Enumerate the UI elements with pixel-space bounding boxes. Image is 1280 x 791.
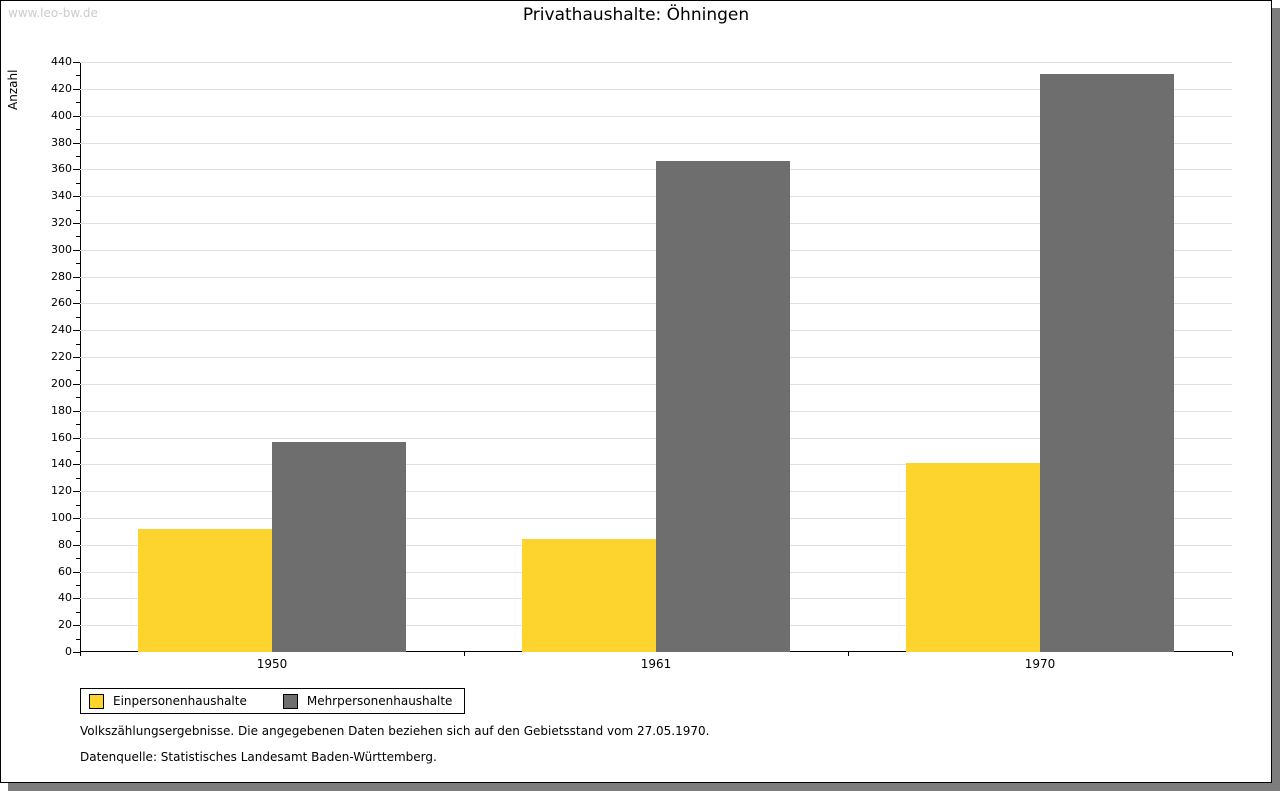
y-major-tick (73, 625, 80, 627)
x-boundary-tick (80, 652, 81, 656)
chart-title: Privathaushalte: Öhningen (522, 5, 750, 25)
y-tick-label: 40 (58, 591, 72, 605)
y-major-tick (73, 491, 80, 493)
y-major-tick (73, 517, 80, 519)
y-minor-tick (76, 290, 80, 291)
y-minor-tick (76, 585, 80, 586)
y-minor-tick (76, 209, 80, 211)
y-major-tick (73, 357, 80, 358)
y-minor-tick (76, 316, 80, 318)
y-minor-tick (76, 638, 80, 640)
y-major-tick (73, 249, 80, 251)
y-tick-label: 240 (51, 323, 72, 337)
y-major-tick (73, 88, 80, 90)
y-minor-tick (76, 504, 80, 506)
y-minor-tick (76, 424, 80, 425)
y-minor-tick (76, 102, 80, 104)
y-minor-tick (76, 611, 80, 613)
bar-einpersonenhaushalte-1961 (522, 539, 656, 652)
y-tick-label: 280 (51, 269, 72, 283)
y-tick-label: 440 (51, 55, 72, 68)
y-minor-tick (76, 236, 80, 238)
y-tick-label: 360 (51, 162, 72, 176)
y-tick-label: 260 (51, 296, 72, 310)
y-major-tick (73, 62, 80, 63)
y-major-tick (73, 464, 80, 466)
mehrpersonenhaushalte-swatch (282, 693, 298, 709)
bar-mehrpersonenhaushalte-1950 (272, 441, 406, 652)
y-tick-label: 20 (58, 618, 72, 632)
y-minor-tick (76, 155, 80, 157)
legend-label-mehrpersonenhaushalte: Mehrpersonenhaushalte (306, 694, 453, 708)
y-minor-tick (76, 531, 80, 533)
bar-mehrpersonenhaushalte-1970 (1040, 74, 1174, 652)
window-shadow-bottom (8, 783, 1280, 791)
y-major-tick (73, 222, 80, 224)
y-minor-tick (76, 263, 80, 265)
y-minor-tick (76, 370, 80, 372)
y-tick-label: 0 (65, 645, 72, 658)
gridline (80, 142, 1232, 144)
y-tick-label: 60 (58, 564, 72, 578)
legend-item-mehrpersonenhaushalte: Mehrpersonenhaushalte (282, 693, 453, 709)
y-minor-tick (76, 343, 80, 345)
y-tick-label: 320 (51, 215, 72, 229)
watermark: www.leo-bw.de (8, 6, 98, 20)
einpersonenhaushalte-swatch (89, 693, 104, 709)
x-tick-label-1961: 1961 (640, 657, 672, 671)
y-major-tick (73, 303, 80, 305)
y-tick-label: 200 (51, 376, 72, 390)
x-tick-label-1970: 1970 (1024, 657, 1056, 671)
y-minor-tick (76, 558, 80, 560)
y-major-tick (73, 383, 80, 385)
y-major-tick (73, 571, 80, 573)
window-shadow-right (1272, 8, 1280, 791)
y-tick-label: 100 (51, 510, 72, 524)
y-major-tick (73, 196, 80, 198)
y-tick-label: 400 (51, 108, 72, 122)
legend: Einpersonenhaushalte Mehrpersonenhaushal… (80, 688, 466, 714)
y-tick-label: 120 (51, 484, 72, 498)
y-major-tick (73, 652, 80, 653)
y-major-tick (73, 437, 80, 439)
x-boundary-tick (848, 652, 849, 656)
y-minor-tick (76, 397, 80, 399)
y-tick-label: 80 (58, 537, 72, 551)
y-tick-label: 220 (51, 350, 72, 363)
bar-mehrpersonenhaushalte-1961 (656, 161, 790, 652)
gridline (80, 88, 1232, 90)
footnote-source-note: Volkszählungsergebnisse. Die angegebenen… (80, 724, 710, 738)
y-tick-label: 140 (51, 457, 72, 471)
legend-item-einpersonenhaushalte: Einpersonenhaushalte (89, 693, 247, 709)
y-major-tick (73, 544, 80, 546)
gridline (80, 115, 1232, 117)
y-major-tick (73, 115, 80, 117)
y-major-tick (73, 142, 80, 144)
y-tick-label: 380 (51, 135, 72, 149)
y-tick-label: 180 (51, 403, 72, 417)
y-major-tick (73, 330, 80, 332)
legend-label-einpersonenhaushalte: Einpersonenhaushalte (113, 694, 247, 708)
y-major-tick (73, 598, 80, 600)
y-major-tick (73, 410, 80, 412)
footnote-data-source: Datenquelle: Statistisches Landesamt Bad… (80, 750, 437, 764)
y-major-tick (73, 276, 80, 278)
y-minor-tick (76, 477, 80, 479)
x-tick-label-1950: 1950 (256, 657, 288, 671)
x-boundary-tick (464, 652, 465, 656)
y-tick-label: 300 (51, 242, 72, 256)
gridline (80, 62, 1232, 63)
x-boundary-tick (1232, 652, 1233, 656)
y-tick-label: 420 (51, 81, 72, 95)
y-minor-tick (76, 450, 80, 452)
y-minor-tick (76, 75, 80, 77)
bar-einpersonenhaushalte-1970 (906, 462, 1040, 652)
y-minor-tick (76, 129, 80, 130)
y-tick-label: 160 (51, 430, 72, 444)
bar-einpersonenhaushalte-1950 (138, 528, 272, 652)
y-tick-label: 340 (51, 189, 72, 203)
y-minor-tick (76, 182, 80, 184)
y-major-tick (73, 169, 80, 171)
